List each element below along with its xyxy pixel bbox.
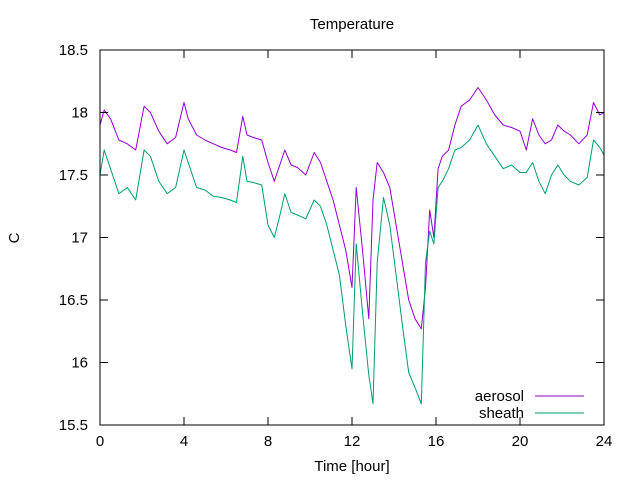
legend-label-sheath: sheath — [479, 405, 524, 422]
series-line-aerosol — [99, 87, 605, 330]
x-axis-label: Time [hour] — [314, 458, 389, 475]
y-tick-label: 18.5 — [59, 42, 88, 59]
plot-frame — [99, 49, 605, 426]
series-line-sheath — [99, 124, 605, 405]
y-tick-label: 15.5 — [59, 417, 88, 434]
y-axis-label: C — [6, 232, 23, 243]
tick-layer: 0 4 8 12 16 20 24 15.5 16 16.5 17 17.5 18 18.5 — [59, 42, 613, 450]
x-tick-label: 8 — [264, 433, 272, 450]
y-tick-label: 17 — [71, 230, 88, 247]
y-tick-label: 18 — [71, 105, 88, 122]
x-tick-label: 4 — [180, 433, 188, 450]
x-tick-label: 24 — [596, 433, 613, 450]
x-tick-label: 20 — [512, 433, 529, 450]
series-layer — [99, 87, 605, 405]
x-tick-label: 16 — [428, 433, 445, 450]
x-tick-label: 12 — [344, 433, 361, 450]
chart-title: Temperature — [310, 16, 394, 33]
y-tick-label: 16.5 — [59, 292, 88, 309]
y-tick-label: 17.5 — [59, 167, 88, 184]
legend-label-aerosol: aerosol — [475, 388, 524, 405]
y-tick-label: 16 — [71, 355, 88, 372]
x-tick-label: 0 — [96, 433, 104, 450]
